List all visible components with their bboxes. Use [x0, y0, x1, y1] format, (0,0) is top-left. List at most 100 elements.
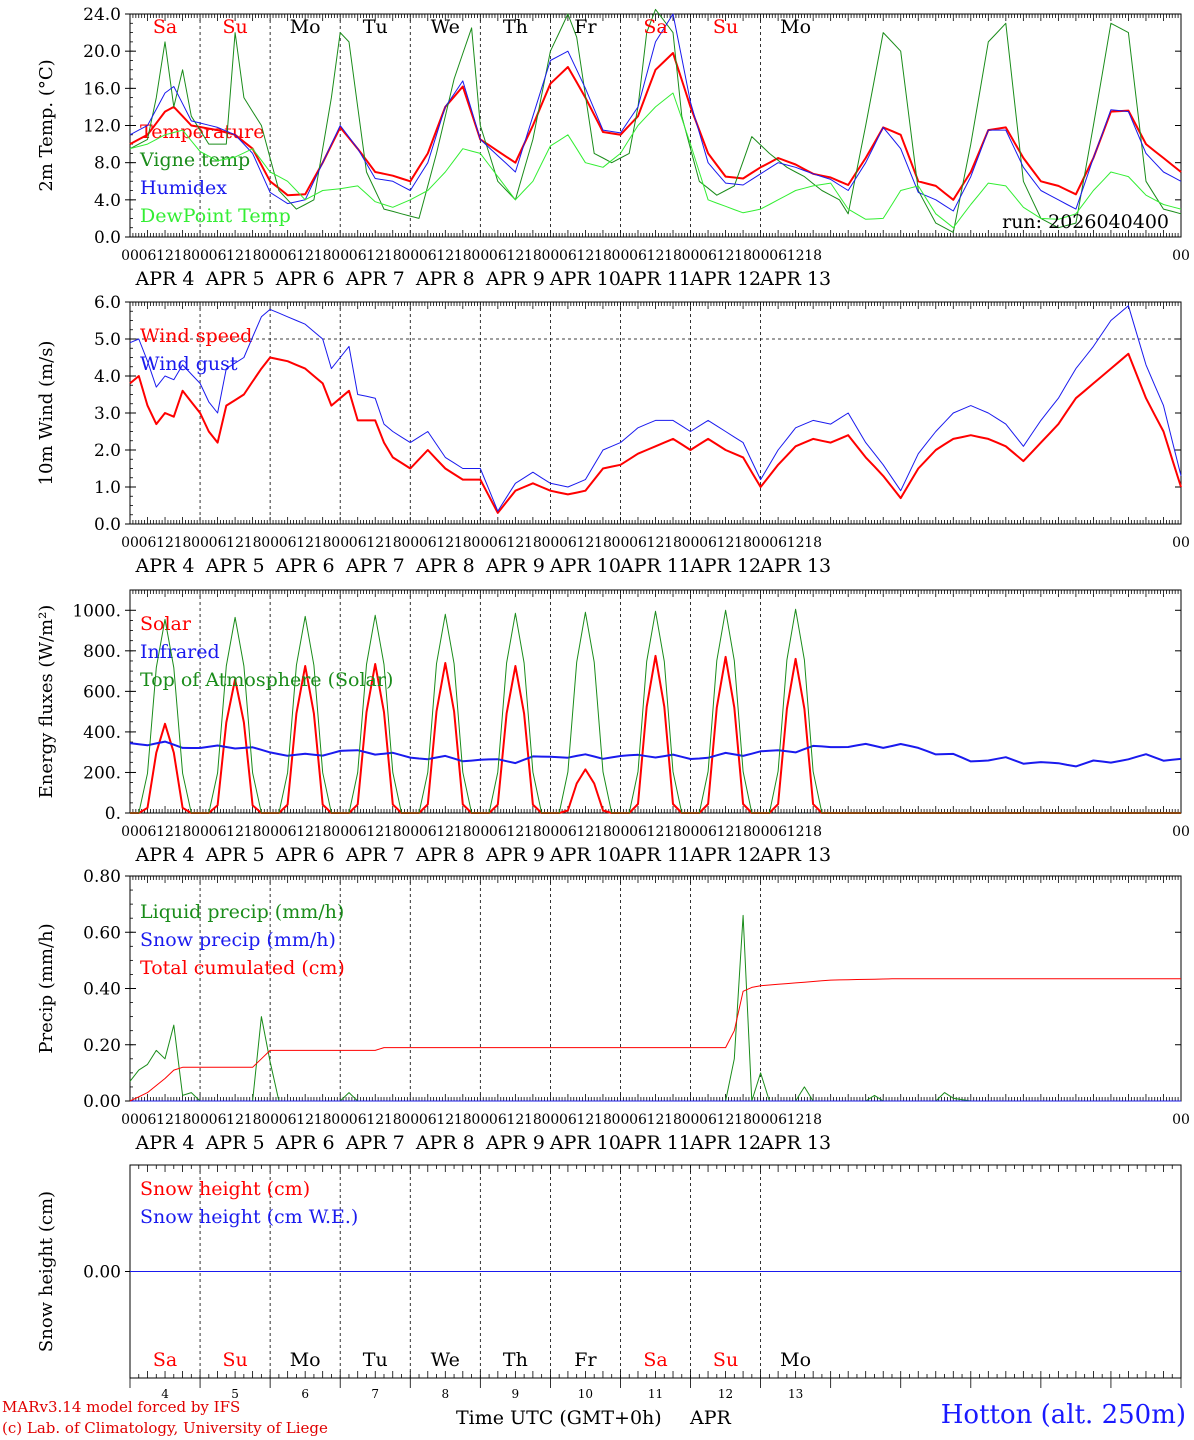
- x-hour-label: 18: [524, 1112, 542, 1128]
- x-hour-label: 06: [139, 824, 157, 840]
- legend-entry: Infrared: [140, 641, 220, 663]
- panel-5: 0.00 Snow height (cm) Snow height (cm) Snow…: [36, 1164, 1182, 1401]
- x-hour-label: 00: [612, 535, 630, 551]
- x-hour-label: 18: [594, 248, 612, 264]
- x-hour-label: 18: [804, 824, 822, 840]
- x-hour-label: 06: [769, 535, 787, 551]
- y-tick-label: 8.0: [94, 154, 121, 174]
- x-hour-label: 06: [419, 535, 437, 551]
- x-date-label: APR 4: [135, 268, 195, 290]
- legend-entry: Vigne temp: [139, 149, 250, 171]
- x-hour-label: 12: [366, 1112, 384, 1128]
- x-tick-marks: [129, 1165, 1182, 1388]
- x-hour-label: 00: [1172, 248, 1190, 264]
- x-hour-label: 12: [787, 1112, 805, 1128]
- x-hour-label: 06: [279, 535, 297, 551]
- x-hour-label: 12: [647, 248, 665, 264]
- x-tick-marks: [129, 876, 1182, 1101]
- x-tick-marks: [129, 590, 1182, 813]
- credit-lab: (c) Lab. of Climatology, University of L…: [2, 1419, 328, 1437]
- x-hour-label: 00: [261, 824, 279, 840]
- legend-entry: Snow height (cm W.E.): [140, 1206, 358, 1228]
- y-tick-label: 0.40: [83, 980, 121, 1000]
- x-date-label: APR 5: [205, 844, 265, 866]
- x-hour-label: 12: [647, 535, 665, 551]
- x-date-label: APR 13: [759, 844, 831, 866]
- series-line-wind-speed: [129, 352, 1182, 514]
- day-name-label: Tu: [363, 1349, 388, 1371]
- x-hour-label: 12: [226, 1112, 244, 1128]
- x-date-label: APR 11: [619, 268, 691, 290]
- x-hour-label: 06: [699, 535, 717, 551]
- x-date-label: APR 10: [549, 555, 621, 577]
- x-hour-label: 06: [629, 535, 647, 551]
- y-tick-label: 16.0: [83, 79, 121, 99]
- x-hour-label: 12: [366, 824, 384, 840]
- y-tick-label: 200.: [83, 763, 121, 783]
- x-date-label: APR 4: [135, 555, 195, 577]
- x-date-label: APR 9: [485, 844, 545, 866]
- series-line-infrared: [129, 740, 1182, 768]
- x-hour-label: 00: [331, 535, 349, 551]
- x-hour-label: 18: [664, 248, 682, 264]
- x-date-label: APR 5: [205, 1132, 265, 1154]
- legend-entry: Humidex: [140, 177, 227, 199]
- x-hour-label: 06: [139, 1112, 157, 1128]
- x-hour-label: 00: [682, 824, 700, 840]
- x-hour-label: 06: [629, 248, 647, 264]
- day-name-label: Su: [713, 1349, 738, 1371]
- x-hour-label: 12: [717, 535, 735, 551]
- series-line-top-of-atmosphere-solar-: [130, 608, 1181, 814]
- y-axis-title: Precip (mm/h): [36, 923, 57, 1053]
- x-hour-label: 18: [244, 535, 262, 551]
- x-hour-label: 06: [209, 824, 227, 840]
- x-hour-label: 06: [349, 248, 367, 264]
- y-tick-label: 6.0: [94, 293, 121, 313]
- x-hour-label: 06: [419, 824, 437, 840]
- plot-frame: [129, 301, 1182, 525]
- x-date-label: APR 13: [759, 268, 831, 290]
- day-name-label: Mo: [290, 16, 321, 38]
- x-hour-label: 12: [787, 824, 805, 840]
- day-name-label: Sa: [643, 1349, 667, 1371]
- x-hour-label: 00: [612, 248, 630, 264]
- y-tick-label: 0.20: [83, 1036, 121, 1056]
- y-tick-label: 12.0: [83, 117, 121, 137]
- x-hour-label: 00: [121, 1112, 139, 1128]
- day-name-label: Su: [222, 16, 247, 38]
- y-tick-label: 24.0: [83, 5, 121, 25]
- y-tick-label: 0.: [105, 804, 121, 824]
- x-hour-label: 06: [209, 535, 227, 551]
- day-number-label: 8: [441, 1387, 449, 1401]
- series-line-total-cumulated-cm-: [129, 978, 1181, 1102]
- x-hour-label: 00: [261, 248, 279, 264]
- x-hour-label: 18: [734, 824, 752, 840]
- x-hour-label: 18: [454, 1112, 472, 1128]
- series-line-dewpoint-temp: [129, 92, 1182, 229]
- x-hour-label: 06: [139, 248, 157, 264]
- day-name-label: We: [431, 1349, 460, 1371]
- x-date-label: APR 11: [619, 844, 691, 866]
- x-hour-label: 12: [226, 824, 244, 840]
- x-hour-label: 18: [594, 824, 612, 840]
- legend-entry: Snow height (cm): [140, 1178, 310, 1200]
- x-hour-label: 06: [559, 824, 577, 840]
- x-hour-label: 00: [191, 824, 209, 840]
- x-date-label: APR 8: [415, 1132, 475, 1154]
- y-tick-label: 0.0: [94, 228, 121, 248]
- x-date-label: APR 9: [485, 555, 545, 577]
- x-hour-label: 12: [156, 535, 174, 551]
- x-date-label: APR 5: [205, 268, 265, 290]
- y-axis-title: 10m Wind (m/s): [36, 341, 57, 486]
- x-hour-label: 18: [664, 535, 682, 551]
- x-hour-label: 18: [244, 1112, 262, 1128]
- x-hour-label: 00: [612, 824, 630, 840]
- y-tick-label: 2.0: [94, 441, 121, 461]
- x-hour-label: 00: [471, 1112, 489, 1128]
- x-hour-label: 00: [682, 535, 700, 551]
- x-date-label: APR 4: [135, 1132, 195, 1154]
- x-hour-label: 06: [629, 824, 647, 840]
- day-name-label: Sa: [643, 16, 667, 38]
- y-tick-label: 3.0: [94, 404, 121, 424]
- x-hour-label: 00: [121, 535, 139, 551]
